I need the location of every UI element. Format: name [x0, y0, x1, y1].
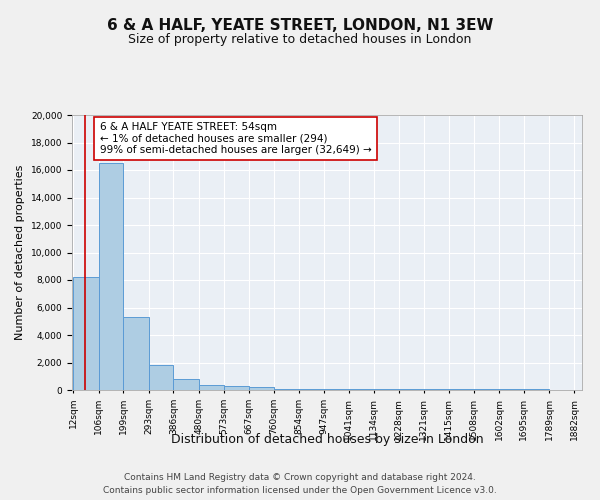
Bar — [124, 317, 149, 390]
Text: Contains public sector information licensed under the Open Government Licence v3: Contains public sector information licen… — [103, 486, 497, 495]
Bar — [224, 386, 248, 390]
Bar — [173, 379, 199, 390]
Text: Size of property relative to detached houses in London: Size of property relative to detached ho… — [128, 32, 472, 46]
Text: Distribution of detached houses by size in London: Distribution of detached houses by size … — [170, 432, 484, 446]
Bar — [323, 388, 349, 390]
Bar — [374, 389, 399, 390]
Bar — [349, 389, 374, 390]
Bar — [248, 387, 274, 390]
Bar — [149, 365, 173, 390]
Text: 6 & A HALF, YEATE STREET, LONDON, N1 3EW: 6 & A HALF, YEATE STREET, LONDON, N1 3EW — [107, 18, 493, 32]
Bar — [73, 277, 98, 390]
Bar — [274, 388, 299, 390]
Bar — [299, 388, 323, 390]
Bar — [399, 389, 424, 390]
Bar — [199, 385, 224, 390]
Text: 6 & A HALF YEATE STREET: 54sqm
← 1% of detached houses are smaller (294)
99% of : 6 & A HALF YEATE STREET: 54sqm ← 1% of d… — [100, 122, 371, 155]
Y-axis label: Number of detached properties: Number of detached properties — [15, 165, 25, 340]
Bar — [98, 163, 124, 390]
Text: Contains HM Land Registry data © Crown copyright and database right 2024.: Contains HM Land Registry data © Crown c… — [124, 472, 476, 482]
